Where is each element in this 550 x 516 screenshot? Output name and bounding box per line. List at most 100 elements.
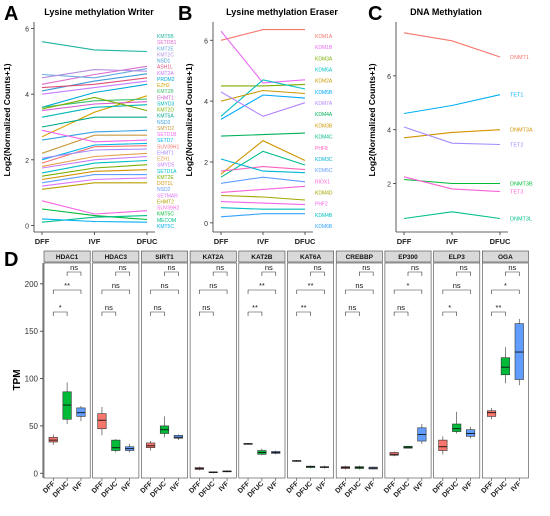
x-tick-label: DFUC: [247, 480, 266, 499]
panel-d-ylabel: TPM: [12, 369, 23, 390]
series-label: KMT5C: [157, 212, 174, 218]
significance-label: ns: [154, 303, 162, 312]
panel-letter-d: D: [4, 249, 18, 271]
series-label: ASH1L: [157, 65, 173, 71]
y-tick-label: 6: [204, 38, 208, 45]
series-label: DNMT3L: [510, 217, 532, 223]
series-line-kdm4c: [220, 150, 306, 178]
significance-label: *: [407, 281, 410, 290]
series-label: KDM3B: [315, 123, 333, 129]
series-label: SETD7: [157, 138, 173, 144]
series-line-ezh2: [41, 95, 148, 138]
x-tick-label: DFUC: [52, 480, 71, 499]
x-tick-label: IVF: [315, 480, 328, 493]
significance-bracket: [150, 289, 179, 294]
facet-strip: [287, 250, 335, 263]
facet-strip-label: EP300: [398, 254, 418, 261]
facet-strip: [189, 250, 237, 263]
significance-bracket: [442, 289, 471, 294]
box-dff: [438, 439, 448, 451]
series-label: SMYD5: [157, 163, 174, 169]
series-line-kdm6b: [220, 213, 305, 218]
series-label: KDM3C: [315, 157, 333, 163]
facet-strip-label: HDAC1: [56, 254, 79, 261]
y-tick-label: 6: [387, 74, 391, 81]
facet-strip: [481, 250, 529, 263]
series-label: KDM1A: [315, 34, 333, 40]
significance-label: ns: [105, 303, 113, 312]
series-label: KMT5A: [157, 114, 174, 120]
significance-bracket: [247, 289, 277, 294]
significance-label: ns: [348, 303, 356, 312]
significance-bracket: [393, 311, 409, 316]
series-line-kdm3a: [221, 83, 306, 87]
significance-bracket: [296, 311, 311, 316]
series-label: DOT1L: [157, 181, 173, 187]
box-dfuc: [500, 357, 510, 376]
series-line-kmt5c: [41, 218, 148, 223]
facet-strip: [433, 250, 481, 263]
panel-letter-a: A: [4, 3, 18, 25]
significance-bracket: [393, 289, 423, 294]
significance-bracket: [101, 311, 117, 316]
box-dfuc: [111, 439, 121, 451]
significance-bracket: [199, 311, 214, 316]
x-tick-label: IVF: [510, 480, 523, 493]
significance-bracket: [407, 271, 423, 276]
series-line-smyd3: [41, 104, 148, 118]
x-tick-label: IVF: [364, 480, 377, 493]
series-label: KDM2A: [315, 79, 333, 85]
y-tick-label: 6: [25, 27, 29, 34]
significance-bracket: [52, 289, 82, 294]
facet-strip: [335, 250, 383, 263]
series-line-ehmt1: [41, 148, 148, 159]
x-tick-label: DFUC: [441, 480, 460, 499]
series-label: KMT2E: [157, 46, 174, 52]
facet-panel: [384, 262, 432, 479]
significance-label: *: [504, 281, 507, 290]
series-line-phf8: [220, 166, 306, 172]
significance-label: ns: [119, 263, 127, 272]
series-label: KDM3A: [315, 56, 333, 62]
series-line-dnmt3l: [403, 211, 501, 220]
box-ivf: [173, 435, 183, 439]
series-label: KMT5C: [157, 224, 174, 230]
series-line-kdm5c: [220, 176, 306, 184]
significance-bracket: [345, 311, 360, 316]
series-label: EZH2: [157, 83, 170, 89]
series-line-nsd2: [41, 174, 147, 184]
series-line-suv39h2: [41, 200, 148, 215]
panel-b-ylabel: Log2(Normalized Counts+1): [184, 63, 194, 176]
significance-label: **: [252, 303, 258, 312]
x-tick-label: DFUC: [295, 237, 316, 246]
y-tick-label: 2: [387, 182, 391, 189]
x-tick-label: DFF: [214, 237, 229, 246]
facet-strip-label: KAT6A: [300, 254, 321, 261]
significance-label: ns: [209, 281, 217, 290]
series-line-kmt5c: [41, 208, 148, 221]
facet-strip-label: OGA: [498, 254, 513, 261]
significance-label: ns: [70, 263, 78, 272]
x-tick-label: DFUC: [295, 480, 314, 499]
x-tick-label: DFUC: [393, 480, 412, 499]
series-line-kmt5b: [41, 41, 148, 53]
series-line-dnmt3a: [403, 129, 501, 139]
significance-bracket: [247, 311, 263, 316]
series-label: KMT2A: [157, 71, 174, 77]
series-label: SETD1A: [157, 169, 177, 175]
y-tick-label: 100: [25, 375, 39, 384]
series-label: KMT2C: [157, 52, 174, 58]
series-label: KDM7A: [315, 101, 333, 107]
series-line-kdm1b: [220, 30, 306, 84]
series-line-tet3: [403, 176, 501, 193]
series-line-nsd3: [41, 129, 148, 141]
significance-label: ns: [265, 263, 273, 272]
panel-c-title: DNA Methylation: [410, 7, 482, 17]
series-label: KMT2E: [157, 175, 174, 181]
series-label: DNMT1: [510, 55, 529, 61]
series-label: RIOX1: [315, 179, 330, 185]
series-line-nsd1: [41, 73, 148, 92]
box-ivf: [466, 429, 476, 437]
series-label: SMYD3: [157, 101, 174, 107]
series-line-kmt2e: [41, 164, 148, 177]
